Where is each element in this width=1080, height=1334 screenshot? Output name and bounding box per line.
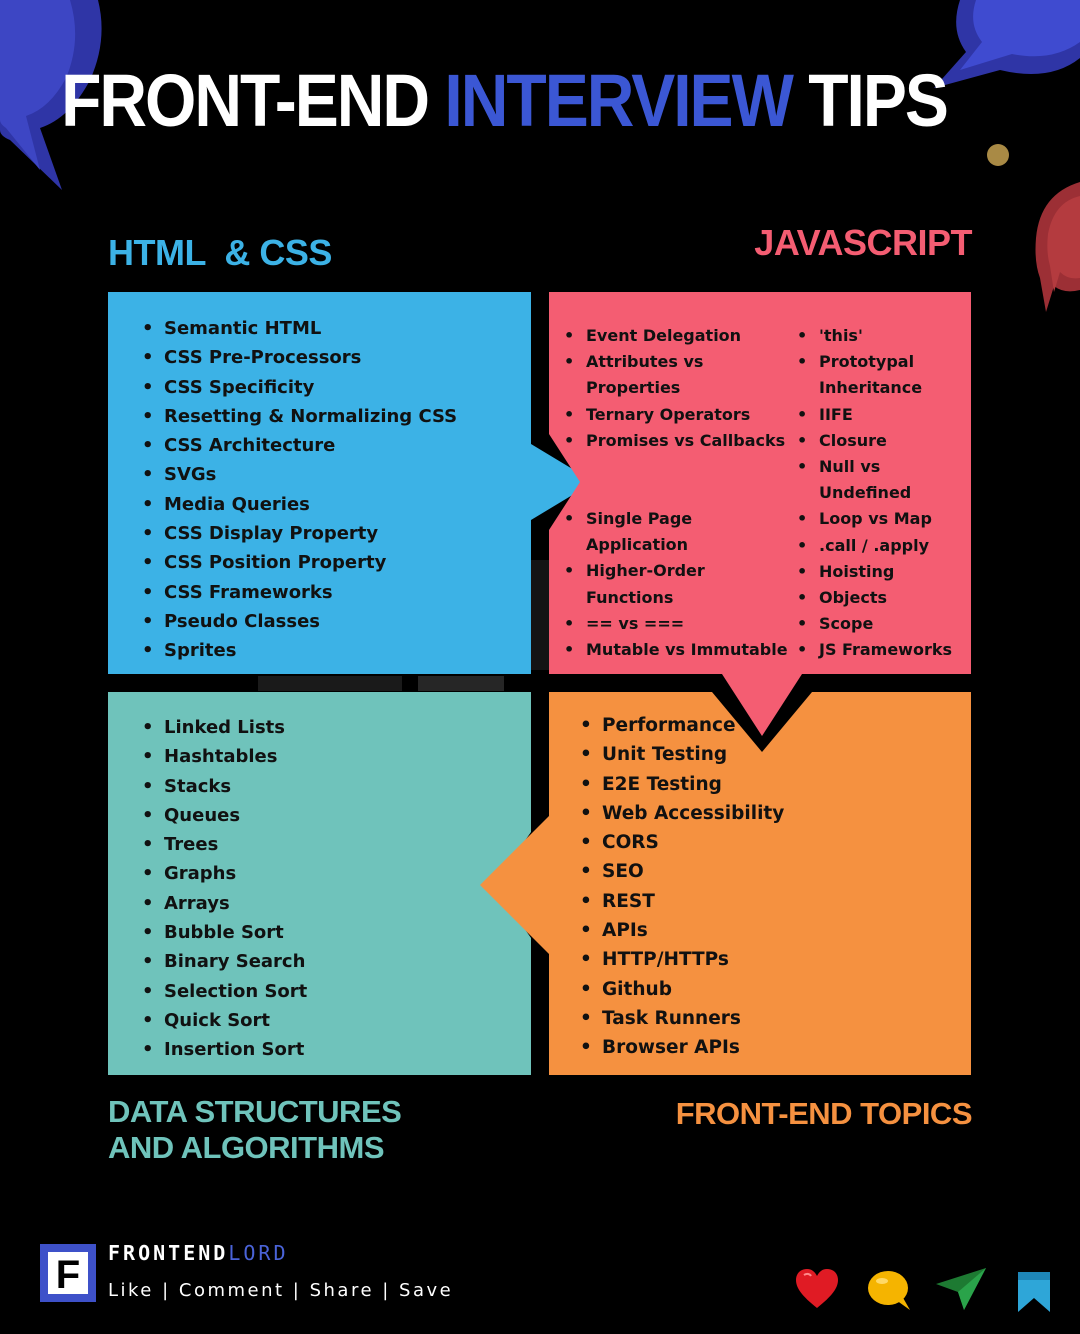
brand-name: FRONTENDLORD: [108, 1241, 289, 1265]
comment-icon[interactable]: [866, 1268, 914, 1312]
list-item: CSS Architecture: [138, 431, 457, 461]
brand-name-frontend: FRONTEND: [108, 1241, 229, 1265]
heart-icon[interactable]: [794, 1266, 840, 1312]
title-part-tips: TIPS: [791, 58, 949, 142]
javascript-list-col2: 'this' Prototypal Inheritance IIFE Closu…: [793, 323, 963, 664]
javascript-list-col1-top: Event Delegation Attributes vs Propertie…: [560, 323, 790, 454]
share-icon[interactable]: [934, 1266, 988, 1312]
bookmark-icon[interactable]: [1016, 1270, 1052, 1314]
frontendlord-logo: F: [40, 1244, 96, 1302]
list-item: HTTP/HTTPs: [576, 945, 784, 975]
title-part-interview: INTERVIEW: [444, 58, 793, 142]
list-item: CSS Pre-Processors: [138, 343, 457, 373]
list-item: 'this': [793, 323, 963, 349]
javascript-heading: JAVASCRIPT: [754, 222, 972, 263]
list-item: Performance: [576, 711, 784, 741]
list-item: Unit Testing: [576, 740, 784, 770]
dsa-list: Linked Lists Hashtables Stacks Queues Tr…: [138, 713, 307, 1065]
list-item: Ternary Operators: [560, 402, 790, 428]
list-item: CSS Display Property: [138, 519, 457, 549]
list-item: Objects: [793, 585, 963, 611]
list-item: SEO: [576, 857, 784, 887]
list-item: Github: [576, 975, 784, 1005]
list-item: Closure: [793, 428, 963, 454]
list-item: APIs: [576, 916, 784, 946]
list-item: CSS Position Property: [138, 548, 457, 578]
list-item: CSS Frameworks: [138, 578, 457, 608]
list-item: Prototypal Inheritance: [793, 349, 963, 401]
list-item: Linked Lists: [138, 713, 307, 743]
list-item: E2E Testing: [576, 770, 784, 800]
red-speech-bubble-decoration: [1035, 182, 1080, 312]
list-item: Selection Sort: [138, 977, 307, 1007]
list-item: Promises vs Callbacks: [560, 428, 790, 454]
logo-letter: F: [56, 1253, 80, 1297]
list-item: .call / .apply: [793, 533, 963, 559]
list-item: Bubble Sort: [138, 918, 307, 948]
list-item: CSS Specificity: [138, 373, 457, 403]
list-item: Attributes vs Properties: [560, 349, 790, 401]
list-item: Scope: [793, 611, 963, 637]
list-item: SVGs: [138, 460, 457, 490]
frontend-topics-list: Performance Unit Testing E2E Testing Web…: [576, 711, 784, 1063]
list-item: Event Delegation: [560, 323, 790, 349]
list-item: Pseudo Classes: [138, 607, 457, 637]
title-part-front-end: FRONT-END: [61, 58, 445, 142]
list-item: Media Queries: [138, 490, 457, 520]
frontend-topics-heading: FRONT-END TOPICS: [675, 1096, 973, 1131]
list-item: Stacks: [138, 772, 307, 802]
list-item: == vs ===: [560, 611, 790, 637]
list-item: Single Page Application: [560, 506, 790, 558]
list-item: Graphs: [138, 859, 307, 889]
brand-call-to-action: Like | Comment | Share | Save: [108, 1280, 454, 1301]
list-item: JS Frameworks: [793, 637, 963, 663]
list-item: Sprites: [138, 636, 457, 666]
list-item: Insertion Sort: [138, 1035, 307, 1065]
list-item: Binary Search: [138, 947, 307, 977]
list-item: Quick Sort: [138, 1006, 307, 1036]
list-item: IIFE: [793, 402, 963, 428]
list-item: Browser APIs: [576, 1033, 784, 1063]
list-item: Hashtables: [138, 742, 307, 772]
html-css-heading: HTML & CSS: [108, 232, 332, 273]
list-item: Web Accessibility: [576, 799, 784, 829]
blue-speech-bubble-decoration: [0, 0, 102, 190]
list-item: Trees: [138, 830, 307, 860]
list-item: Higher-Order Functions: [560, 558, 790, 610]
gold-dot-decoration: [987, 144, 1009, 166]
html-css-list: Semantic HTML CSS Pre-Processors CSS Spe…: [138, 314, 457, 666]
list-item: CORS: [576, 828, 784, 858]
list-item: Hoisting: [793, 559, 963, 585]
list-item: Semantic HTML: [138, 314, 457, 344]
list-item: Resetting & Normalizing CSS: [138, 402, 457, 432]
dsa-heading: DATA STRUCTURES AND ALGORITHMS: [108, 1094, 402, 1165]
javascript-list-col1-bottom: Single Page Application Higher-Order Fun…: [560, 506, 790, 663]
blue-speech-bubble-decoration-top-right: [934, 0, 1080, 88]
list-item: Task Runners: [576, 1004, 784, 1034]
list-item: Loop vs Map: [793, 506, 963, 532]
page-title: FRONT-END INTERVIEW TIPS: [0, 57, 1008, 142]
list-item: Mutable vs Immutable: [560, 637, 790, 663]
list-item: REST: [576, 887, 784, 917]
list-item: Queues: [138, 801, 307, 831]
list-item: Null vs Undefined: [793, 454, 963, 506]
brand-name-lord: LORD: [228, 1241, 289, 1265]
list-item: Arrays: [138, 889, 307, 919]
